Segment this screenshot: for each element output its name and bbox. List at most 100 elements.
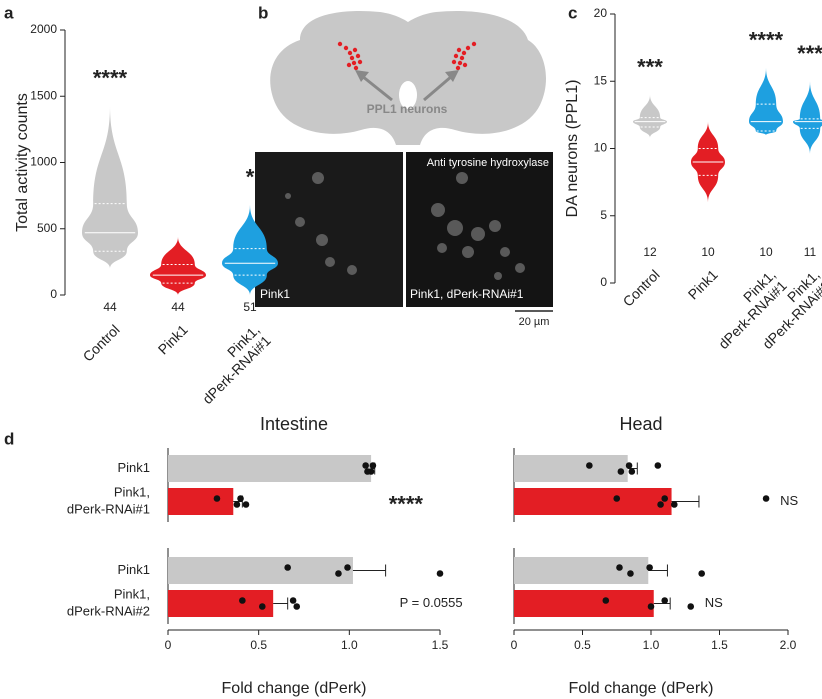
data-point	[661, 495, 668, 502]
data-point	[657, 501, 664, 508]
data-point	[237, 495, 244, 502]
annotation: NS	[780, 493, 798, 508]
data-point	[625, 462, 633, 469]
y-tick-label: 5	[600, 208, 607, 222]
bar	[514, 557, 649, 584]
violin	[150, 236, 206, 295]
data-point	[698, 570, 705, 577]
category-label: Pink1	[117, 562, 150, 577]
data-point	[242, 501, 250, 508]
category-label: dPerk-RNAi#2	[67, 603, 150, 618]
data-point	[586, 462, 593, 469]
data-point	[344, 564, 351, 571]
data-point	[646, 564, 653, 571]
data-point	[284, 564, 291, 571]
data-point	[762, 495, 770, 502]
brain-diagram: PPL1 neurons	[270, 10, 547, 146]
category-label: Pink1	[685, 266, 721, 302]
image-label: Pink1	[260, 287, 290, 301]
brain-outline	[270, 10, 547, 146]
annotation: NS	[705, 595, 723, 610]
data-point	[602, 597, 610, 604]
x-tick-label: 1.5	[711, 638, 728, 652]
bar	[168, 557, 353, 584]
x-tick-label: 0	[165, 638, 172, 652]
category-label: Pink1	[117, 460, 150, 475]
y-tick-label: 0	[50, 287, 57, 301]
cells	[285, 172, 525, 280]
data-point	[616, 564, 623, 571]
data-point	[654, 462, 662, 469]
category-label: Control	[80, 321, 123, 364]
bar	[514, 488, 672, 515]
violin	[222, 204, 278, 295]
bar	[168, 488, 234, 515]
violin	[793, 81, 822, 154]
arrow-heads	[355, 70, 459, 82]
annotation: ****	[389, 491, 424, 516]
data-point	[627, 570, 634, 577]
x-tick-label: 1.5	[432, 638, 449, 652]
bar	[514, 590, 654, 617]
data-point	[687, 603, 695, 610]
neuron-cluster	[337, 41, 477, 71]
y-axis-label: Total activity counts	[14, 93, 31, 232]
significance: ***	[797, 41, 822, 66]
y-tick-label: 500	[37, 221, 57, 235]
bar	[514, 455, 628, 482]
x-axis-label: Fold change (dPerk)	[569, 680, 714, 697]
n-label: 10	[759, 245, 773, 259]
data-point	[335, 570, 342, 577]
data-point	[617, 468, 625, 475]
significance: ***	[637, 55, 663, 80]
panel-letter: c	[568, 3, 577, 22]
micrograph	[255, 152, 403, 307]
image-label: Pink1, dPerk-RNAi#1	[410, 287, 524, 301]
x-tick-label: 0.5	[250, 638, 267, 652]
category-label: Pink1	[155, 321, 191, 357]
scale-label: 20 µm	[519, 316, 550, 328]
brain-gap	[399, 81, 417, 109]
chart-title: Intestine	[260, 414, 328, 434]
annotation: P = 0.0555	[400, 595, 463, 610]
x-tick-label: 2.0	[780, 638, 797, 652]
diagram-label: PPL1 neurons	[367, 102, 448, 116]
x-tick-label: 0	[511, 638, 518, 652]
data-point	[289, 597, 297, 604]
y-tick-label: 1500	[30, 88, 57, 102]
y-tick-label: 1000	[30, 155, 57, 169]
arrows	[361, 74, 453, 102]
data-point	[293, 603, 301, 610]
n-label: 10	[701, 245, 715, 259]
data-point	[239, 597, 246, 604]
data-point	[436, 570, 444, 577]
category-label: Pink1,	[114, 586, 150, 601]
y-tick-label: 0	[600, 275, 607, 289]
panel-letter: a	[4, 3, 14, 22]
n-label: 11	[804, 245, 817, 259]
panel-letter: b	[258, 3, 268, 22]
y-tick-label: 2000	[30, 22, 57, 36]
y-tick-label: 20	[594, 6, 608, 20]
significance: ****	[749, 28, 784, 53]
x-tick-label: 0.5	[574, 638, 591, 652]
violin	[82, 105, 138, 269]
y-axis-label: DA neurons (PPL1)	[564, 80, 581, 218]
bar	[168, 590, 274, 617]
n-label: 44	[171, 300, 185, 314]
x-axis-label: Fold change (dPerk)	[222, 680, 367, 697]
y-tick-label: 10	[594, 141, 608, 155]
data-point	[661, 597, 668, 604]
stain-label: Anti tyrosine hydroxylase	[427, 157, 549, 169]
category-label: dPerk-RNAi#1	[67, 501, 150, 516]
y-tick-label: 15	[594, 73, 608, 87]
significance: *	[246, 165, 255, 190]
data-point	[369, 462, 377, 469]
x-tick-label: 1.0	[341, 638, 358, 652]
data-point	[233, 501, 241, 508]
data-point	[628, 468, 636, 475]
category-label: Control	[620, 266, 663, 309]
data-point	[362, 462, 369, 469]
data-point	[258, 603, 266, 610]
